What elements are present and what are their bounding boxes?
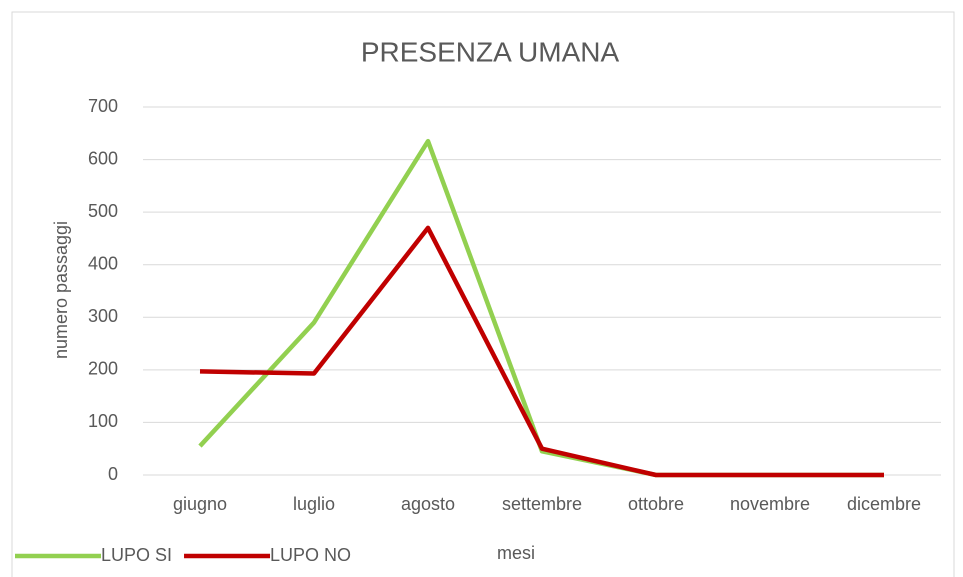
y-axis-label: numero passaggi — [51, 221, 71, 359]
legend-label: LUPO SI — [101, 545, 172, 565]
y-tick-label: 500 — [88, 201, 118, 221]
y-tick-label: 600 — [88, 148, 118, 168]
x-tick-label: ottobre — [628, 494, 684, 514]
y-tick-label: 400 — [88, 253, 118, 273]
line-series — [199, 225, 884, 478]
y-tick-label: 300 — [88, 306, 118, 326]
x-axis-label: mesi — [497, 543, 535, 563]
y-tick-label: 700 — [88, 96, 118, 116]
x-tick-label: settembre — [502, 494, 582, 514]
y-tick-label: 100 — [88, 411, 118, 431]
y-tick-label: 200 — [88, 359, 118, 379]
x-tick-label: agosto — [401, 494, 455, 514]
x-tick-label: luglio — [293, 494, 335, 514]
legend-label: LUPO NO — [270, 545, 351, 565]
y-tick-label: 0 — [108, 464, 118, 484]
chart-title: PRESENZA UMANA — [361, 36, 620, 67]
x-tick-label: dicembre — [847, 494, 921, 514]
x-tick-label: novembre — [730, 494, 810, 514]
x-tick-label: giugno — [173, 494, 227, 514]
